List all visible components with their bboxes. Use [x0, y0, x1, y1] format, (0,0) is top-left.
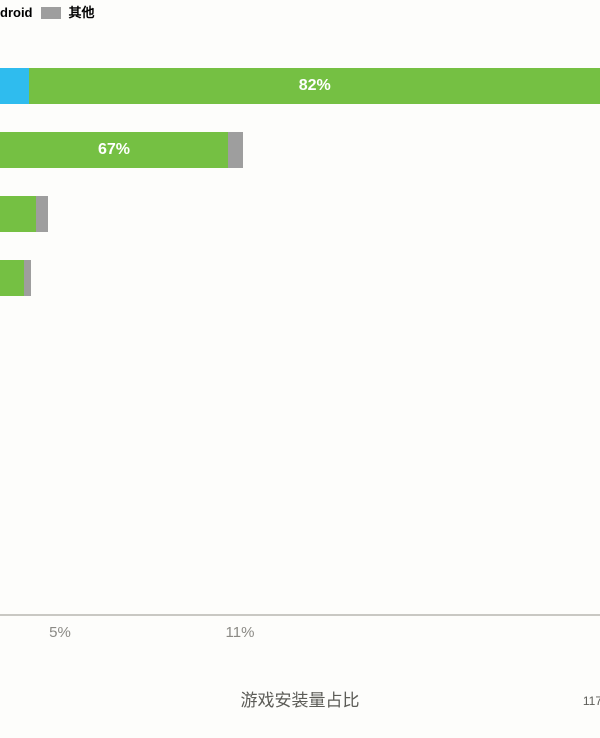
bar-segment [0, 196, 36, 232]
bar-segment [24, 260, 31, 296]
axis-tick: 11% [226, 624, 255, 641]
bar-row: 82% [0, 68, 600, 104]
bar-chart: 82% 67% [0, 68, 600, 324]
legend: droid 其他 [0, 6, 95, 19]
bar-segment: 67% [0, 132, 228, 168]
page-number: 117 [583, 694, 600, 708]
bar-row [0, 260, 600, 296]
axis-line [0, 614, 600, 616]
legend-item-android: droid [0, 6, 33, 19]
bar-segment [0, 260, 24, 296]
bar-segment: 82% [29, 68, 600, 104]
bar-segment [36, 196, 48, 232]
legend-swatch-other [41, 7, 61, 19]
bar-segment-label: 82% [299, 77, 331, 95]
legend-item-other: 其他 [69, 6, 95, 19]
bar-segment [228, 132, 243, 168]
bar-segment [0, 68, 29, 104]
axis-tick: 5% [49, 624, 71, 641]
bar-row [0, 196, 600, 232]
bar-segment-label: 67% [98, 141, 130, 159]
x-axis: 5% 11% [0, 614, 600, 654]
bar-row: 67% [0, 132, 600, 168]
x-axis-label: 游戏安装量占比 [0, 686, 600, 711]
